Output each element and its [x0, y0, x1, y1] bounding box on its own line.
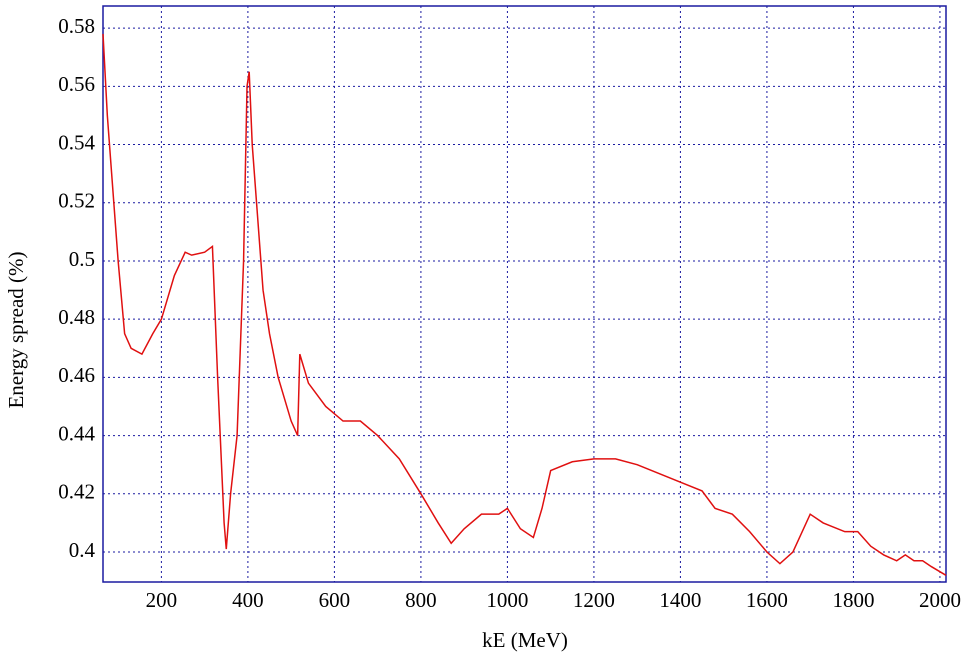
x-axis-label: kE (MeV)	[482, 628, 568, 652]
y-tick-label: 0.5	[69, 247, 95, 271]
x-tick-label: 600	[319, 588, 351, 612]
y-tick-label: 0.4	[69, 538, 96, 562]
x-tick-label: 1400	[659, 588, 701, 612]
x-tick-label: 1000	[486, 588, 528, 612]
data-line	[102, 33, 947, 576]
y-tick-label: 0.56	[58, 72, 95, 96]
y-tick-label: 0.58	[58, 14, 95, 38]
x-tick-label: 200	[146, 588, 178, 612]
y-axis-label: Energy spread (%)	[4, 251, 28, 408]
x-tick-label: 2000	[919, 588, 961, 612]
y-tick-label: 0.44	[58, 421, 95, 445]
y-tick-label: 0.54	[58, 130, 95, 154]
y-tick-label: 0.52	[58, 189, 95, 213]
x-tick-label: 1200	[573, 588, 615, 612]
x-tick-label: 800	[405, 588, 437, 612]
y-tick-label: 0.48	[58, 305, 95, 329]
plot-frame	[102, 5, 947, 583]
x-tick-label: 1600	[746, 588, 788, 612]
y-tick-label: 0.46	[58, 363, 95, 387]
y-tick-label: 0.42	[58, 480, 95, 504]
x-tick-label: 1800	[832, 588, 874, 612]
x-tick-label: 400	[232, 588, 264, 612]
